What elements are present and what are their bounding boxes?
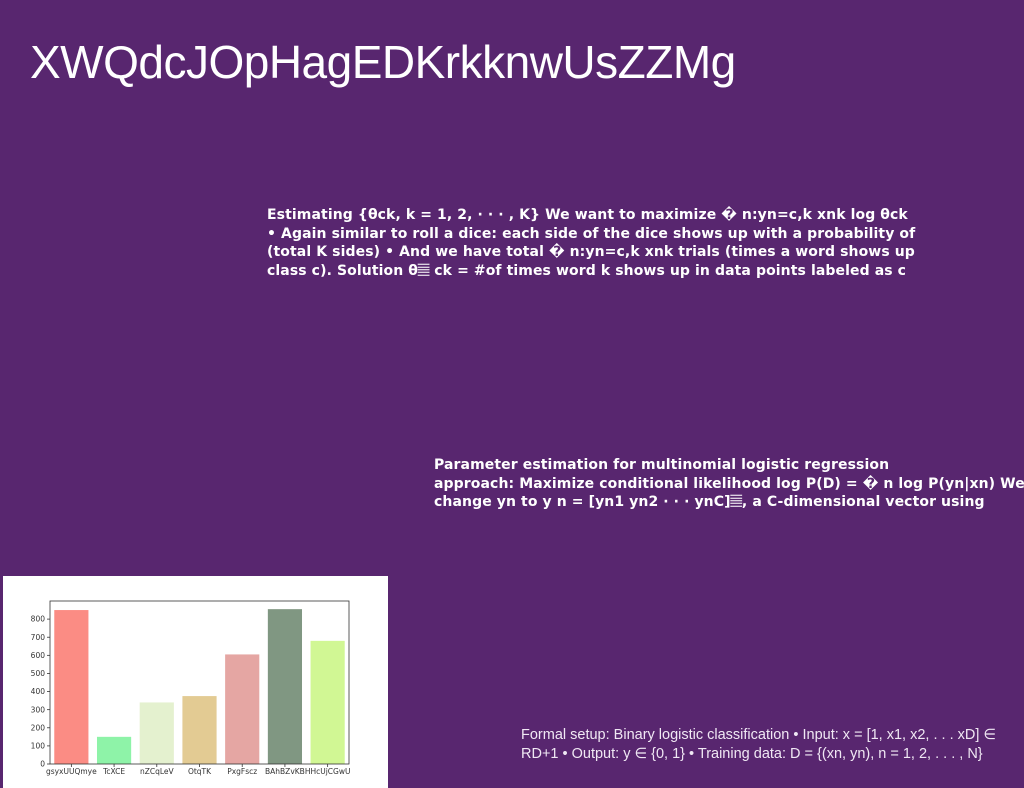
text-line: Formal setup: Binary logistic classifica…	[521, 727, 997, 743]
bar-PxgFscz	[225, 654, 260, 764]
text-line: class c). Solution θ𝄚 ck = #of times wor…	[267, 262, 907, 279]
text-line: approach: Maximize conditional likelihoo…	[434, 475, 1024, 492]
bar-nZCqLeV	[139, 702, 174, 764]
y-tick-label: 600	[31, 651, 46, 660]
text-line: Parameter estimation for multinomial log…	[434, 457, 890, 473]
bar-gsyxUUQmye	[54, 610, 89, 764]
y-tick-label: 300	[31, 705, 46, 714]
x-tick-label: HHcUjCGwU	[305, 767, 351, 776]
x-tick-label: nZCqLeV	[140, 767, 175, 776]
y-tick-label: 0	[40, 760, 45, 769]
y-tick-label: 200	[31, 723, 46, 732]
x-tick-label: gsyxUUQmye	[46, 767, 97, 776]
bar-HHcUjCGwU	[310, 640, 345, 764]
axes-frame	[49, 600, 350, 765]
slide-title: XWQdcJOpHagEDKrkknwUsZZMg	[30, 36, 736, 88]
bar-TcXCE	[96, 736, 132, 764]
x-tick-label: PxgFscz	[227, 767, 257, 776]
text-line: • Again similar to roll a dice: each sid…	[267, 225, 916, 242]
y-tick-label: 700	[31, 633, 46, 642]
y-tick-label: 400	[31, 687, 46, 696]
bar-BAhBZvKB	[267, 609, 303, 764]
x-tick-label: TcXCE	[102, 767, 125, 776]
text-line: change yn to y n = [yn1 yn2 · · · ynC]𝄚,…	[434, 494, 985, 510]
text-block-estimating-theta: Estimating {θck, k = 1, 2, · · · , K} We…	[267, 206, 1007, 280]
text-line: Estimating {θck, k = 1, 2, · · · , K} We…	[267, 207, 908, 223]
text-block-parameter-estimation: Parameter estimation for multinomial log…	[434, 456, 1024, 512]
text-line: (total K sides) • And we have total � n:…	[267, 244, 915, 260]
y-tick-label: 100	[31, 741, 46, 750]
y-tick-label: 800	[31, 615, 46, 624]
text-line: RD+1 • Output: y ∈ {0, 1} • Training dat…	[521, 746, 983, 762]
text-block-formal-setup: Formal setup: Binary logistic classifica…	[521, 726, 1021, 764]
x-tick-label: OtqTK	[188, 767, 212, 776]
x-tick-label: BAhBZvKB	[265, 767, 305, 776]
bar-chart-panel: 0 100 200 300 400 500 600 700 800 gsyxUUQmye TcXCE…	[3, 576, 388, 788]
y-tick-label: 500	[31, 669, 46, 678]
bar-chart: 0 100 200 300 400 500 600 700 800 gsyxUUQmye TcXCE…	[31, 600, 351, 776]
bar-OtqTK	[182, 696, 217, 764]
